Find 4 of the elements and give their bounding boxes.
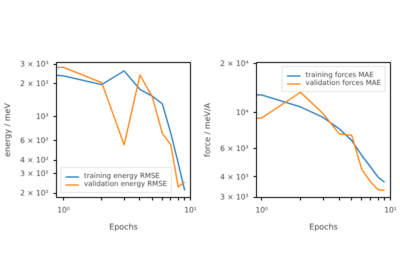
y-axis-title: energy / meV (3, 102, 12, 157)
y-axis-title: force / meV/A (203, 102, 212, 158)
x-axis-title: Epochs (109, 222, 138, 232)
x-axis-title: Epochs (309, 222, 338, 232)
